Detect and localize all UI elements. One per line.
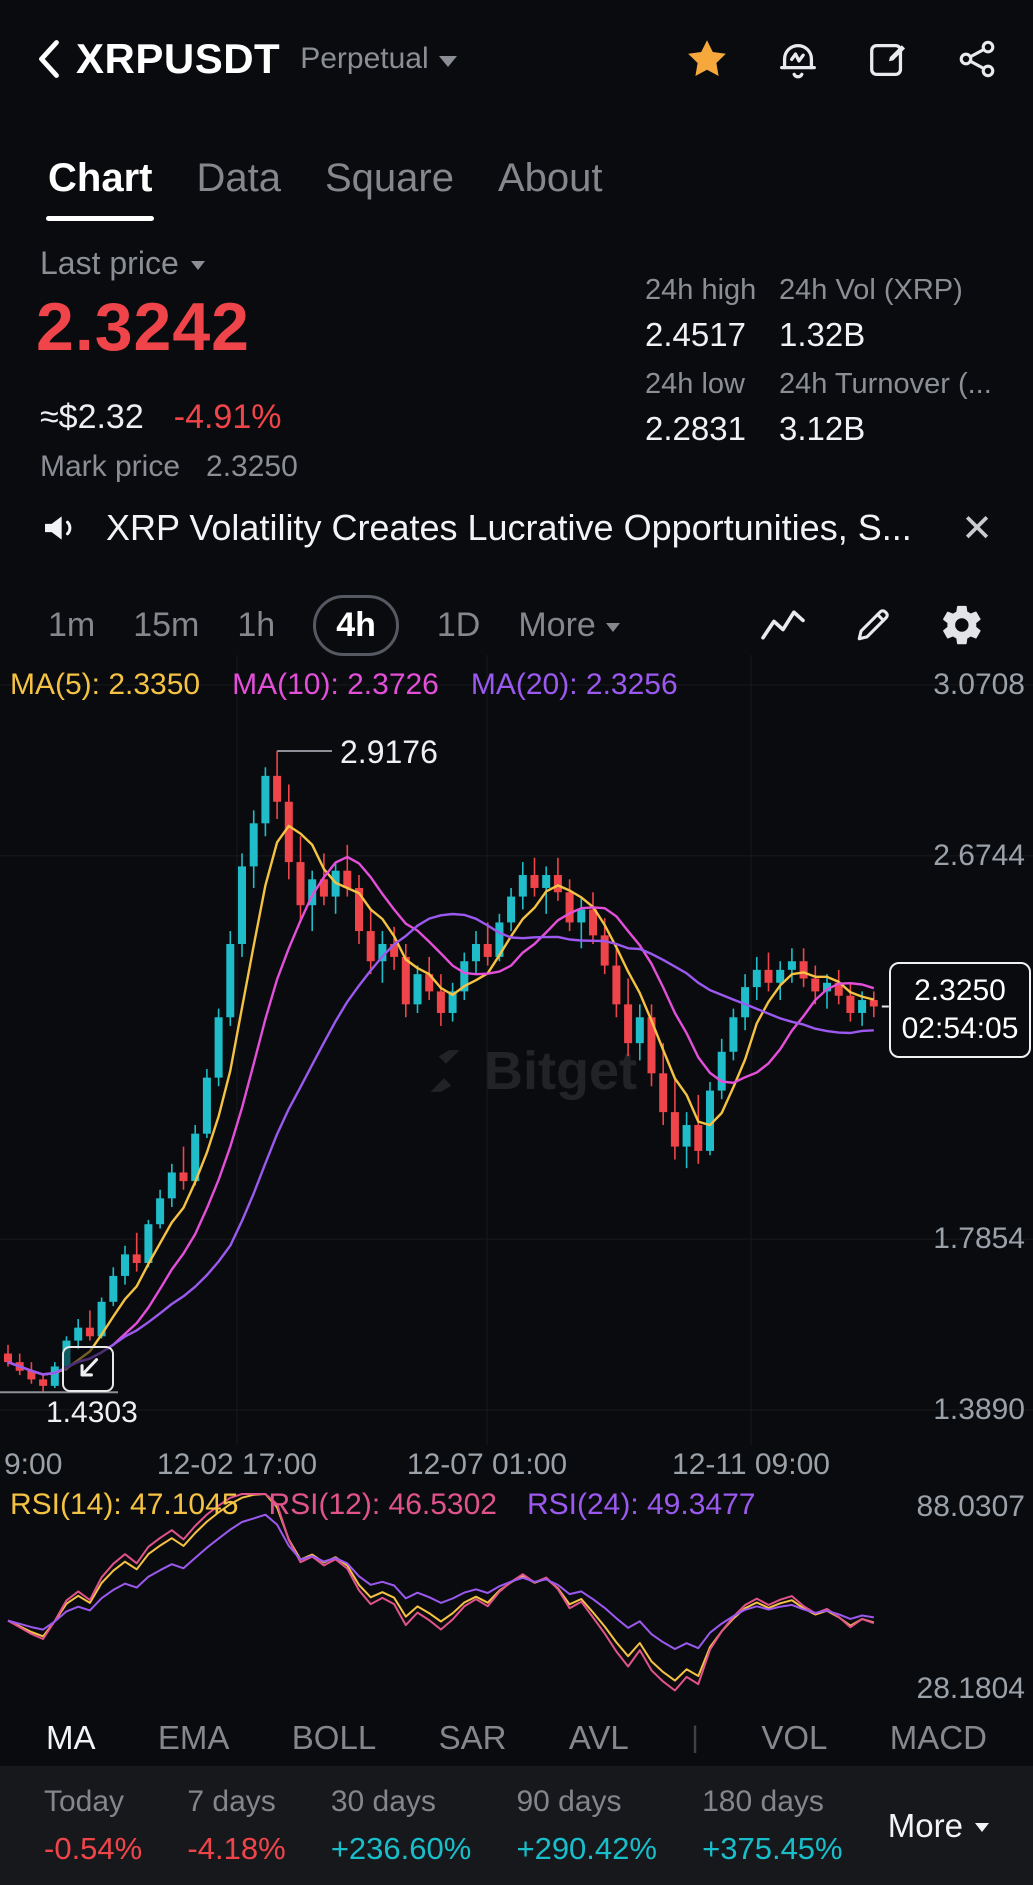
y-axis-tick: 3.0708 — [933, 668, 1025, 701]
gear-icon[interactable] — [939, 602, 985, 648]
nav-tabs: Chart Data Square About — [0, 138, 1033, 221]
ma20-label: MA(20): 2.3256 — [470, 668, 678, 701]
tab-square[interactable]: Square — [324, 155, 454, 200]
x-axis-labels: 9:00 12-02 17:00 12-07 01:00 12-11 09:00 — [0, 1448, 1033, 1482]
stat-24h-vol: 24h Vol (XRP) 1.32B — [779, 274, 963, 353]
x-axis-tick: 9:00 — [4, 1448, 63, 1481]
rsi-legend: RSI(14): 47.1045 RSI(12): 46.5302 RSI(24… — [10, 1488, 755, 1522]
high-price-annotation: 2.9176 — [340, 734, 438, 770]
change-percent: -4.91% — [173, 398, 282, 436]
back-button[interactable] — [34, 38, 64, 80]
timeframe-4h-selected[interactable]: 4h — [313, 594, 399, 656]
perf-180days: 180 days +375.45% — [702, 1784, 843, 1866]
top-bar: XRPUSDT Perpetual — [0, 24, 1033, 94]
ma5-label: MA(5): 2.3350 — [10, 668, 201, 701]
ma10-label: MA(10): 2.3726 — [232, 668, 439, 701]
indicator-sar[interactable]: SAR — [438, 1719, 507, 1756]
timeframe-1m[interactable]: 1m — [48, 605, 96, 644]
news-bar: XRP Volatility Creates Lucrative Opportu… — [0, 496, 1033, 560]
rsi24-label: RSI(24): 49.3477 — [526, 1488, 756, 1521]
performance-panel: Today -0.54% 7 days -4.18% 30 days +236.… — [0, 1766, 1033, 1885]
rsi12-label: RSI(12): 46.5302 — [268, 1488, 497, 1521]
tab-data[interactable]: Data — [196, 155, 281, 200]
ma-legend: MA(5): 2.3350 MA(10): 2.3726 MA(20): 2.3… — [10, 668, 678, 702]
market-type-label: Perpetual — [300, 42, 429, 75]
indicator-macd[interactable]: MACD — [889, 1719, 987, 1756]
chart-scale-button[interactable] — [62, 1346, 114, 1392]
indicator-avl[interactable]: AVL — [568, 1719, 629, 1756]
tab-chart[interactable]: Chart — [45, 155, 155, 221]
last-price-value: 2.3242 — [36, 289, 250, 365]
current-price: 2.3250 — [914, 974, 1006, 1007]
candlestick-chart[interactable] — [0, 655, 1033, 1445]
mark-price-row: Mark price 2.3250 — [40, 450, 298, 484]
candle-countdown: 02:54:05 — [901, 1012, 1019, 1045]
x-axis-tick: 12-02 17:00 — [156, 1448, 318, 1481]
current-price-tag: 2.3250 02:54:05 — [889, 962, 1031, 1058]
last-price-label: Last price — [40, 245, 179, 281]
symbol-title: XRPUSDT — [76, 35, 281, 82]
draw-pencil-icon[interactable] — [851, 603, 895, 647]
stat-24h-low: 24h low 2.2831 — [645, 368, 746, 447]
megaphone-icon — [40, 508, 80, 548]
header-icons — [683, 35, 999, 83]
timeframe-1h[interactable]: 1h — [237, 605, 276, 644]
y-axis-tick: 2.6744 — [933, 839, 1025, 872]
close-icon[interactable]: ✕ — [961, 507, 993, 550]
rsi-axis-tick: 88.0307 — [916, 1490, 1025, 1523]
news-headline[interactable]: XRP Volatility Creates Lucrative Opportu… — [106, 507, 912, 548]
price-sub-row: ≈$2.32 -4.91% — [40, 398, 281, 437]
x-axis-tick: 12-07 01:00 — [406, 1448, 568, 1481]
indicator-vol[interactable]: VOL — [761, 1719, 828, 1756]
rsi14-label: RSI(14): 47.1045 — [10, 1488, 239, 1521]
timeframe-row: 1m 15m 1h 4h 1D More — [0, 590, 1033, 660]
y-axis-tick: 1.3890 — [933, 1393, 1025, 1426]
favorite-star-icon[interactable] — [683, 35, 731, 83]
chart-tools — [759, 602, 985, 648]
resize-arrow-icon — [80, 1358, 99, 1377]
timeframe-15m[interactable]: 15m — [133, 605, 200, 644]
chevron-down-icon — [438, 55, 457, 67]
rsi-chart[interactable] — [0, 1480, 1033, 1710]
usd-value: ≈$2.32 — [40, 398, 144, 436]
chevron-down-icon — [190, 261, 205, 270]
rsi-axis-tick: 28.1804 — [916, 1672, 1025, 1705]
y-axis-tick: 1.7854 — [933, 1222, 1025, 1255]
perf-30days: 30 days +236.60% — [330, 1784, 472, 1866]
indicator-ma[interactable]: MA — [46, 1719, 96, 1756]
mark-price-value: 2.3250 — [206, 450, 298, 483]
bitget-watermark: Bitget — [420, 1040, 637, 1102]
edit-note-icon[interactable] — [865, 36, 911, 82]
share-icon[interactable] — [955, 37, 999, 81]
perf-more-dropdown[interactable]: More — [888, 1807, 989, 1845]
indicator-ema[interactable]: EMA — [157, 1719, 230, 1756]
tab-about[interactable]: About — [497, 155, 603, 200]
perf-90days: 90 days +290.42% — [516, 1784, 657, 1866]
stat-24h-high: 24h high 2.4517 — [645, 274, 757, 353]
mark-price-label: Mark price — [40, 450, 181, 483]
timeframe-more-dropdown[interactable]: More — [518, 606, 620, 645]
perf-today: Today -0.54% — [44, 1784, 143, 1866]
divider: | — [691, 1721, 699, 1754]
indicator-boll[interactable]: BOLL — [291, 1719, 377, 1756]
perf-7days: 7 days -4.18% — [187, 1784, 286, 1866]
chevron-down-icon — [974, 1823, 989, 1832]
indicator-chart-icon[interactable] — [759, 605, 807, 645]
chevron-down-icon — [605, 622, 620, 632]
market-type-dropdown[interactable]: Perpetual — [300, 42, 457, 76]
last-price-dropdown[interactable]: Last price — [40, 245, 205, 282]
price-alert-icon[interactable] — [775, 36, 821, 82]
timeframe-1d[interactable]: 1D — [436, 605, 481, 644]
low-price-annotation: 1.4303 — [46, 1396, 138, 1429]
bitget-logo-icon — [430, 1050, 460, 1092]
stat-24h-turnover: 24h Turnover (... 3.12B — [779, 368, 992, 447]
x-axis-tick: 12-11 09:00 — [672, 1448, 830, 1481]
indicator-tab-row: MA EMA BOLL SAR AVL | VOL MACD — [0, 1712, 1033, 1764]
